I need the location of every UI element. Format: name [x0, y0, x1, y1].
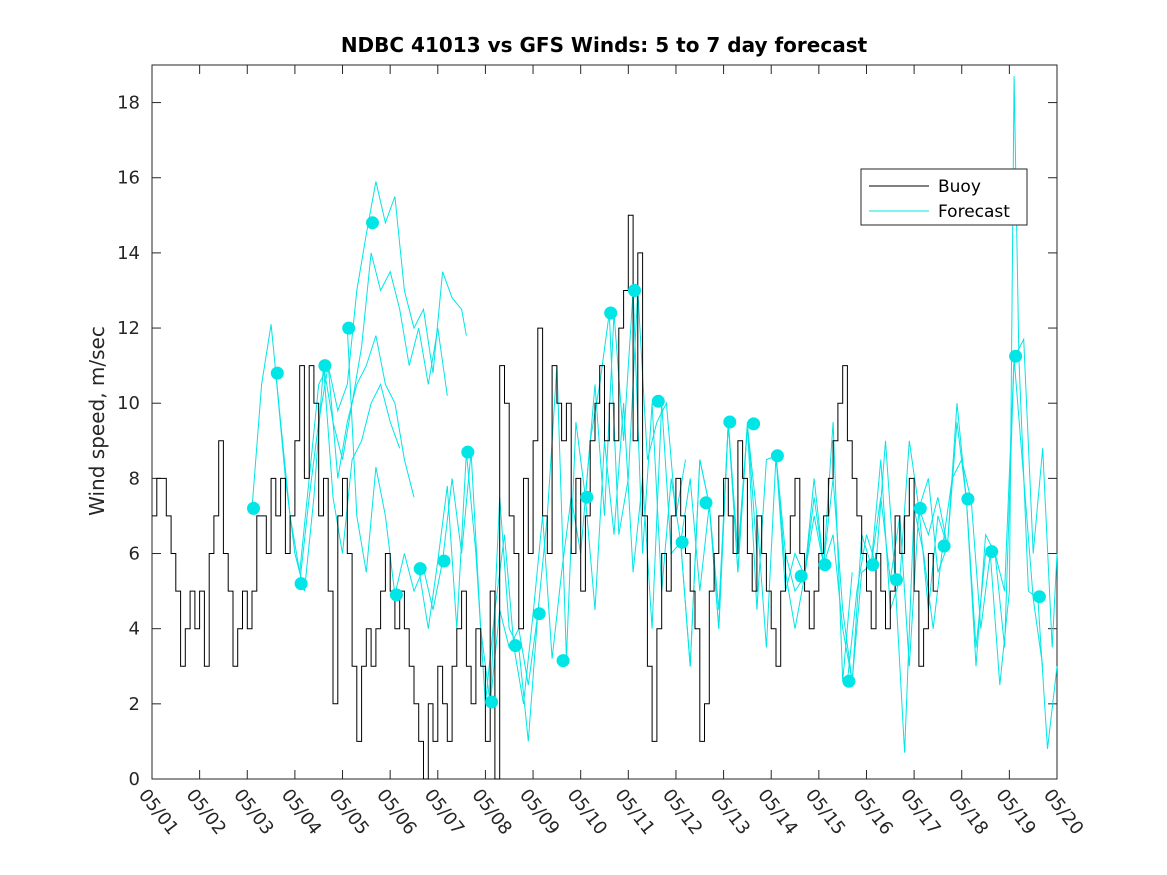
forecast-point [723, 415, 737, 429]
y-tick-label: 18 [117, 93, 140, 114]
forecast-point [342, 321, 356, 335]
forecast-point [508, 639, 522, 653]
forecast-run-line [775, 358, 1044, 682]
forecast-run-line [846, 76, 1058, 753]
forecast-run-line [918, 337, 1058, 667]
forecast-point [532, 607, 546, 621]
forecast-point [604, 306, 618, 320]
y-tick-label: 0 [129, 769, 140, 790]
y-tick-label: 8 [129, 468, 140, 489]
y-tick-label: 6 [129, 544, 140, 565]
forecast-point [651, 394, 665, 408]
legend: Buoy Forecast [860, 168, 1028, 226]
forecast-point [485, 695, 499, 709]
forecast-run-line [680, 421, 948, 682]
legend-buoy-label: Buoy [938, 177, 981, 197]
forecast-point [247, 501, 260, 515]
forecast-point [580, 490, 594, 504]
forecast-point [866, 558, 880, 572]
y-tick-label: 12 [117, 318, 140, 339]
forecast-point [461, 445, 475, 459]
forecast-point [699, 496, 713, 510]
forecast-point [747, 417, 761, 431]
forecast-run-line [275, 252, 448, 592]
forecast-point [961, 492, 975, 506]
forecast-point [842, 674, 856, 688]
forecast-run-line [584, 403, 853, 682]
forecast-point [556, 654, 570, 668]
forecast-point [270, 366, 284, 380]
y-tick-label: 4 [129, 619, 140, 640]
forecast-point [890, 573, 903, 587]
forecast-point [913, 501, 927, 515]
buoy-line [152, 214, 938, 780]
forecast-point [818, 558, 832, 572]
forecast-run-line [323, 365, 401, 554]
forecast-run-line [418, 290, 686, 704]
chart-title: NDBC 41013 vs GFS Winds: 5 to 7 day fore… [341, 33, 868, 57]
forecast-points [247, 216, 1046, 709]
forecast-point [794, 569, 808, 583]
y-tick-label: 10 [117, 393, 140, 414]
y-tick-label: 16 [117, 168, 140, 189]
forecast-point [437, 554, 451, 568]
forecast-point [985, 545, 999, 559]
legend-box [860, 168, 1028, 226]
y-axis-ticks: 0 2 4 6 8 10 12 14 16 18 [117, 93, 1057, 790]
forecast-point [937, 539, 951, 553]
y-tick-label: 2 [129, 694, 140, 715]
forecast-point [1009, 349, 1023, 363]
forecast-point [1032, 590, 1046, 604]
forecast-point [294, 577, 308, 591]
forecast-point [389, 588, 403, 602]
forecast-lines [251, 76, 1058, 753]
buoy-series [152, 214, 938, 780]
forecast-point [318, 359, 332, 373]
y-tick-label: 14 [117, 243, 140, 264]
forecast-point [675, 535, 689, 549]
legend-forecast-label: Forecast [938, 202, 1010, 222]
forecast-point [366, 216, 379, 230]
forecast-point [770, 449, 784, 463]
forecast-point [628, 284, 641, 297]
y-axis-label: Wind speed, m/sec [85, 326, 109, 516]
forecast-point [413, 562, 427, 576]
